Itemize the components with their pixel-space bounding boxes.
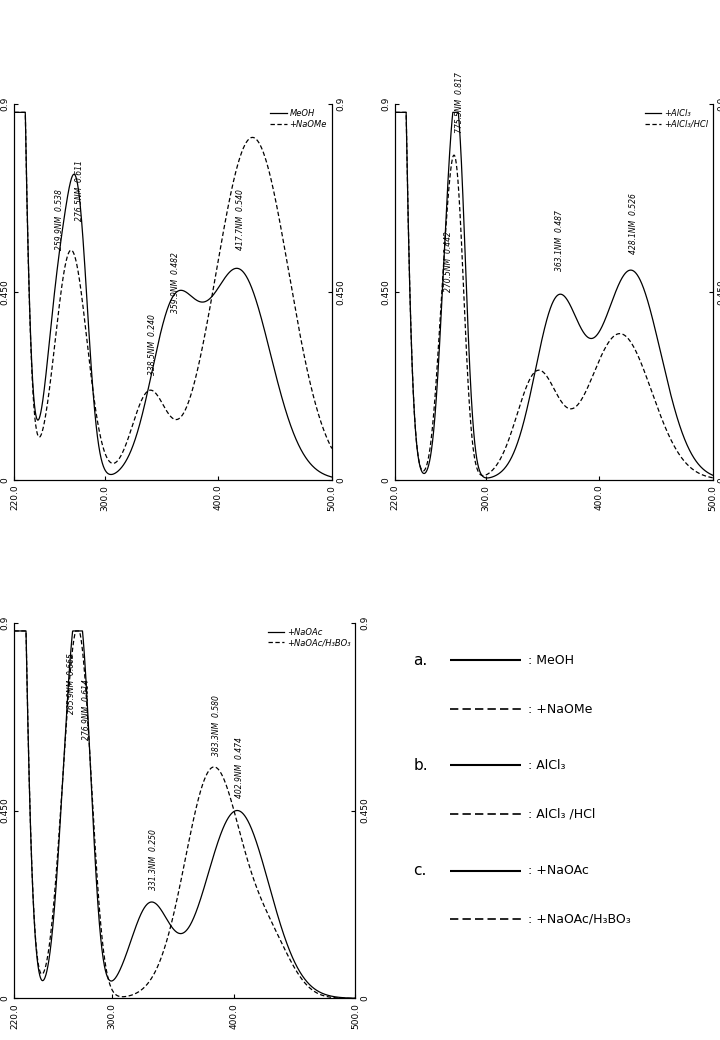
Text: b.: b. <box>413 758 428 773</box>
Legend: +NaOAc, +NaOAc/H₃BO₃: +NaOAc, +NaOAc/H₃BO₃ <box>267 627 351 648</box>
Text: 775.5NM  0.817: 775.5NM 0.817 <box>456 73 464 133</box>
Legend: MeOH, +NaOMe: MeOH, +NaOMe <box>269 108 328 130</box>
Text: 276.9NM  0.614: 276.9NM 0.614 <box>82 679 91 739</box>
Text: 276.5NM  0.611: 276.5NM 0.611 <box>75 160 84 220</box>
Text: : MeOH: : MeOH <box>528 654 574 667</box>
Text: : +NaOAc: : +NaOAc <box>528 864 588 877</box>
Text: : AlCl₃: : AlCl₃ <box>528 759 565 772</box>
Text: 259.9NM  0.538: 259.9NM 0.538 <box>55 189 64 251</box>
Text: 359.9NM  0.482: 359.9NM 0.482 <box>171 252 180 313</box>
Text: 363.1NM  0.487: 363.1NM 0.487 <box>555 210 564 271</box>
Text: : +NaOMe: : +NaOMe <box>528 703 592 716</box>
Text: 383.3NM  0.580: 383.3NM 0.580 <box>212 696 221 756</box>
Text: : +NaOAc/H₃BO₃: : +NaOAc/H₃BO₃ <box>528 913 631 926</box>
Text: 265.9NM  0.665: 265.9NM 0.665 <box>67 653 76 714</box>
Text: 417.7NM  0.540: 417.7NM 0.540 <box>235 189 245 251</box>
Legend: +AlCl₃, +AlCl₃/HCl: +AlCl₃, +AlCl₃/HCl <box>644 108 708 130</box>
Text: 331.3NM  0.250: 331.3NM 0.250 <box>149 829 158 890</box>
Text: : AlCl₃ /HCl: : AlCl₃ /HCl <box>528 808 595 821</box>
Text: 338.5NM  0.240: 338.5NM 0.240 <box>148 314 157 375</box>
Text: a.: a. <box>413 653 428 668</box>
Text: 270.5NM  0.442: 270.5NM 0.442 <box>444 231 453 292</box>
Text: 402.9NM  0.474: 402.9NM 0.474 <box>235 737 244 798</box>
Text: 428.1NM  0.526: 428.1NM 0.526 <box>629 193 638 255</box>
Text: c.: c. <box>413 863 427 878</box>
